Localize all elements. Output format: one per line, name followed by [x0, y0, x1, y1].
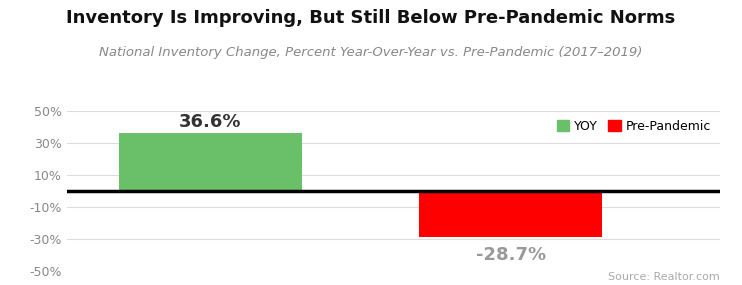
Text: National Inventory Change, Percent Year-Over-Year vs. Pre-Pandemic (2017–2019): National Inventory Change, Percent Year-…	[99, 46, 643, 59]
Text: Inventory Is Improving, But Still Below Pre-Pandemic Norms: Inventory Is Improving, But Still Below …	[66, 9, 676, 27]
Bar	[419, 191, 603, 237]
Text: Source: Realtor.com: Source: Realtor.com	[608, 272, 720, 282]
Text: -28.7%: -28.7%	[476, 246, 546, 264]
Legend: YOY, Pre-Pandemic: YOY, Pre-Pandemic	[554, 117, 714, 135]
Bar	[119, 133, 302, 191]
Text: 36.6%: 36.6%	[179, 113, 242, 131]
